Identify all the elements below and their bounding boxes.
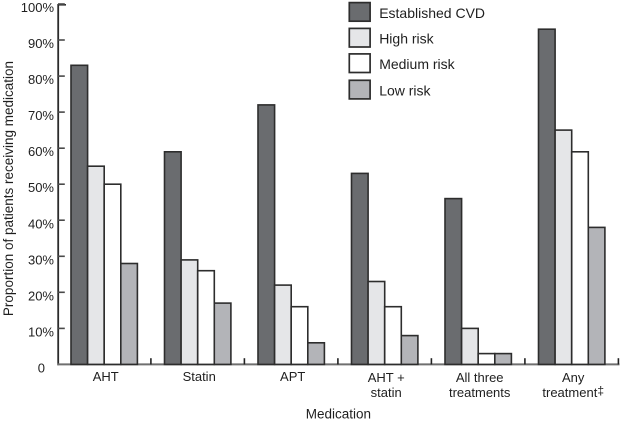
svg-text:APT: APT — [280, 369, 305, 384]
svg-text:Established CVD: Established CVD — [379, 5, 485, 21]
svg-text:Medication: Medication — [306, 406, 371, 421]
svg-text:Any: Any — [562, 370, 585, 385]
svg-text:100%: 100% — [21, 0, 55, 15]
svg-text:0: 0 — [38, 360, 45, 375]
svg-text:Medium risk: Medium risk — [379, 56, 455, 72]
svg-text:statin: statin — [371, 385, 402, 400]
svg-text:AHT +: AHT + — [368, 370, 405, 385]
svg-text:40%: 40% — [28, 216, 54, 231]
svg-text:10%: 10% — [28, 324, 54, 339]
svg-text:treatments: treatments — [449, 385, 511, 400]
svg-text:50%: 50% — [28, 180, 54, 195]
svg-text:Low risk: Low risk — [379, 83, 431, 99]
svg-text:High risk: High risk — [379, 31, 434, 47]
svg-text:Proportion of patients receivi: Proportion of patients receiving medicat… — [1, 61, 16, 316]
svg-text:All three: All three — [456, 370, 504, 385]
svg-text:AHT: AHT — [93, 369, 119, 384]
svg-text:treatment‡: treatment‡ — [542, 384, 604, 401]
svg-text:20%: 20% — [28, 288, 54, 303]
svg-text:30%: 30% — [28, 252, 54, 267]
svg-text:Statin: Statin — [183, 369, 216, 384]
svg-text:80%: 80% — [28, 72, 54, 87]
svg-text:70%: 70% — [28, 108, 54, 123]
svg-text:90%: 90% — [28, 36, 54, 51]
svg-text:60%: 60% — [28, 144, 54, 159]
